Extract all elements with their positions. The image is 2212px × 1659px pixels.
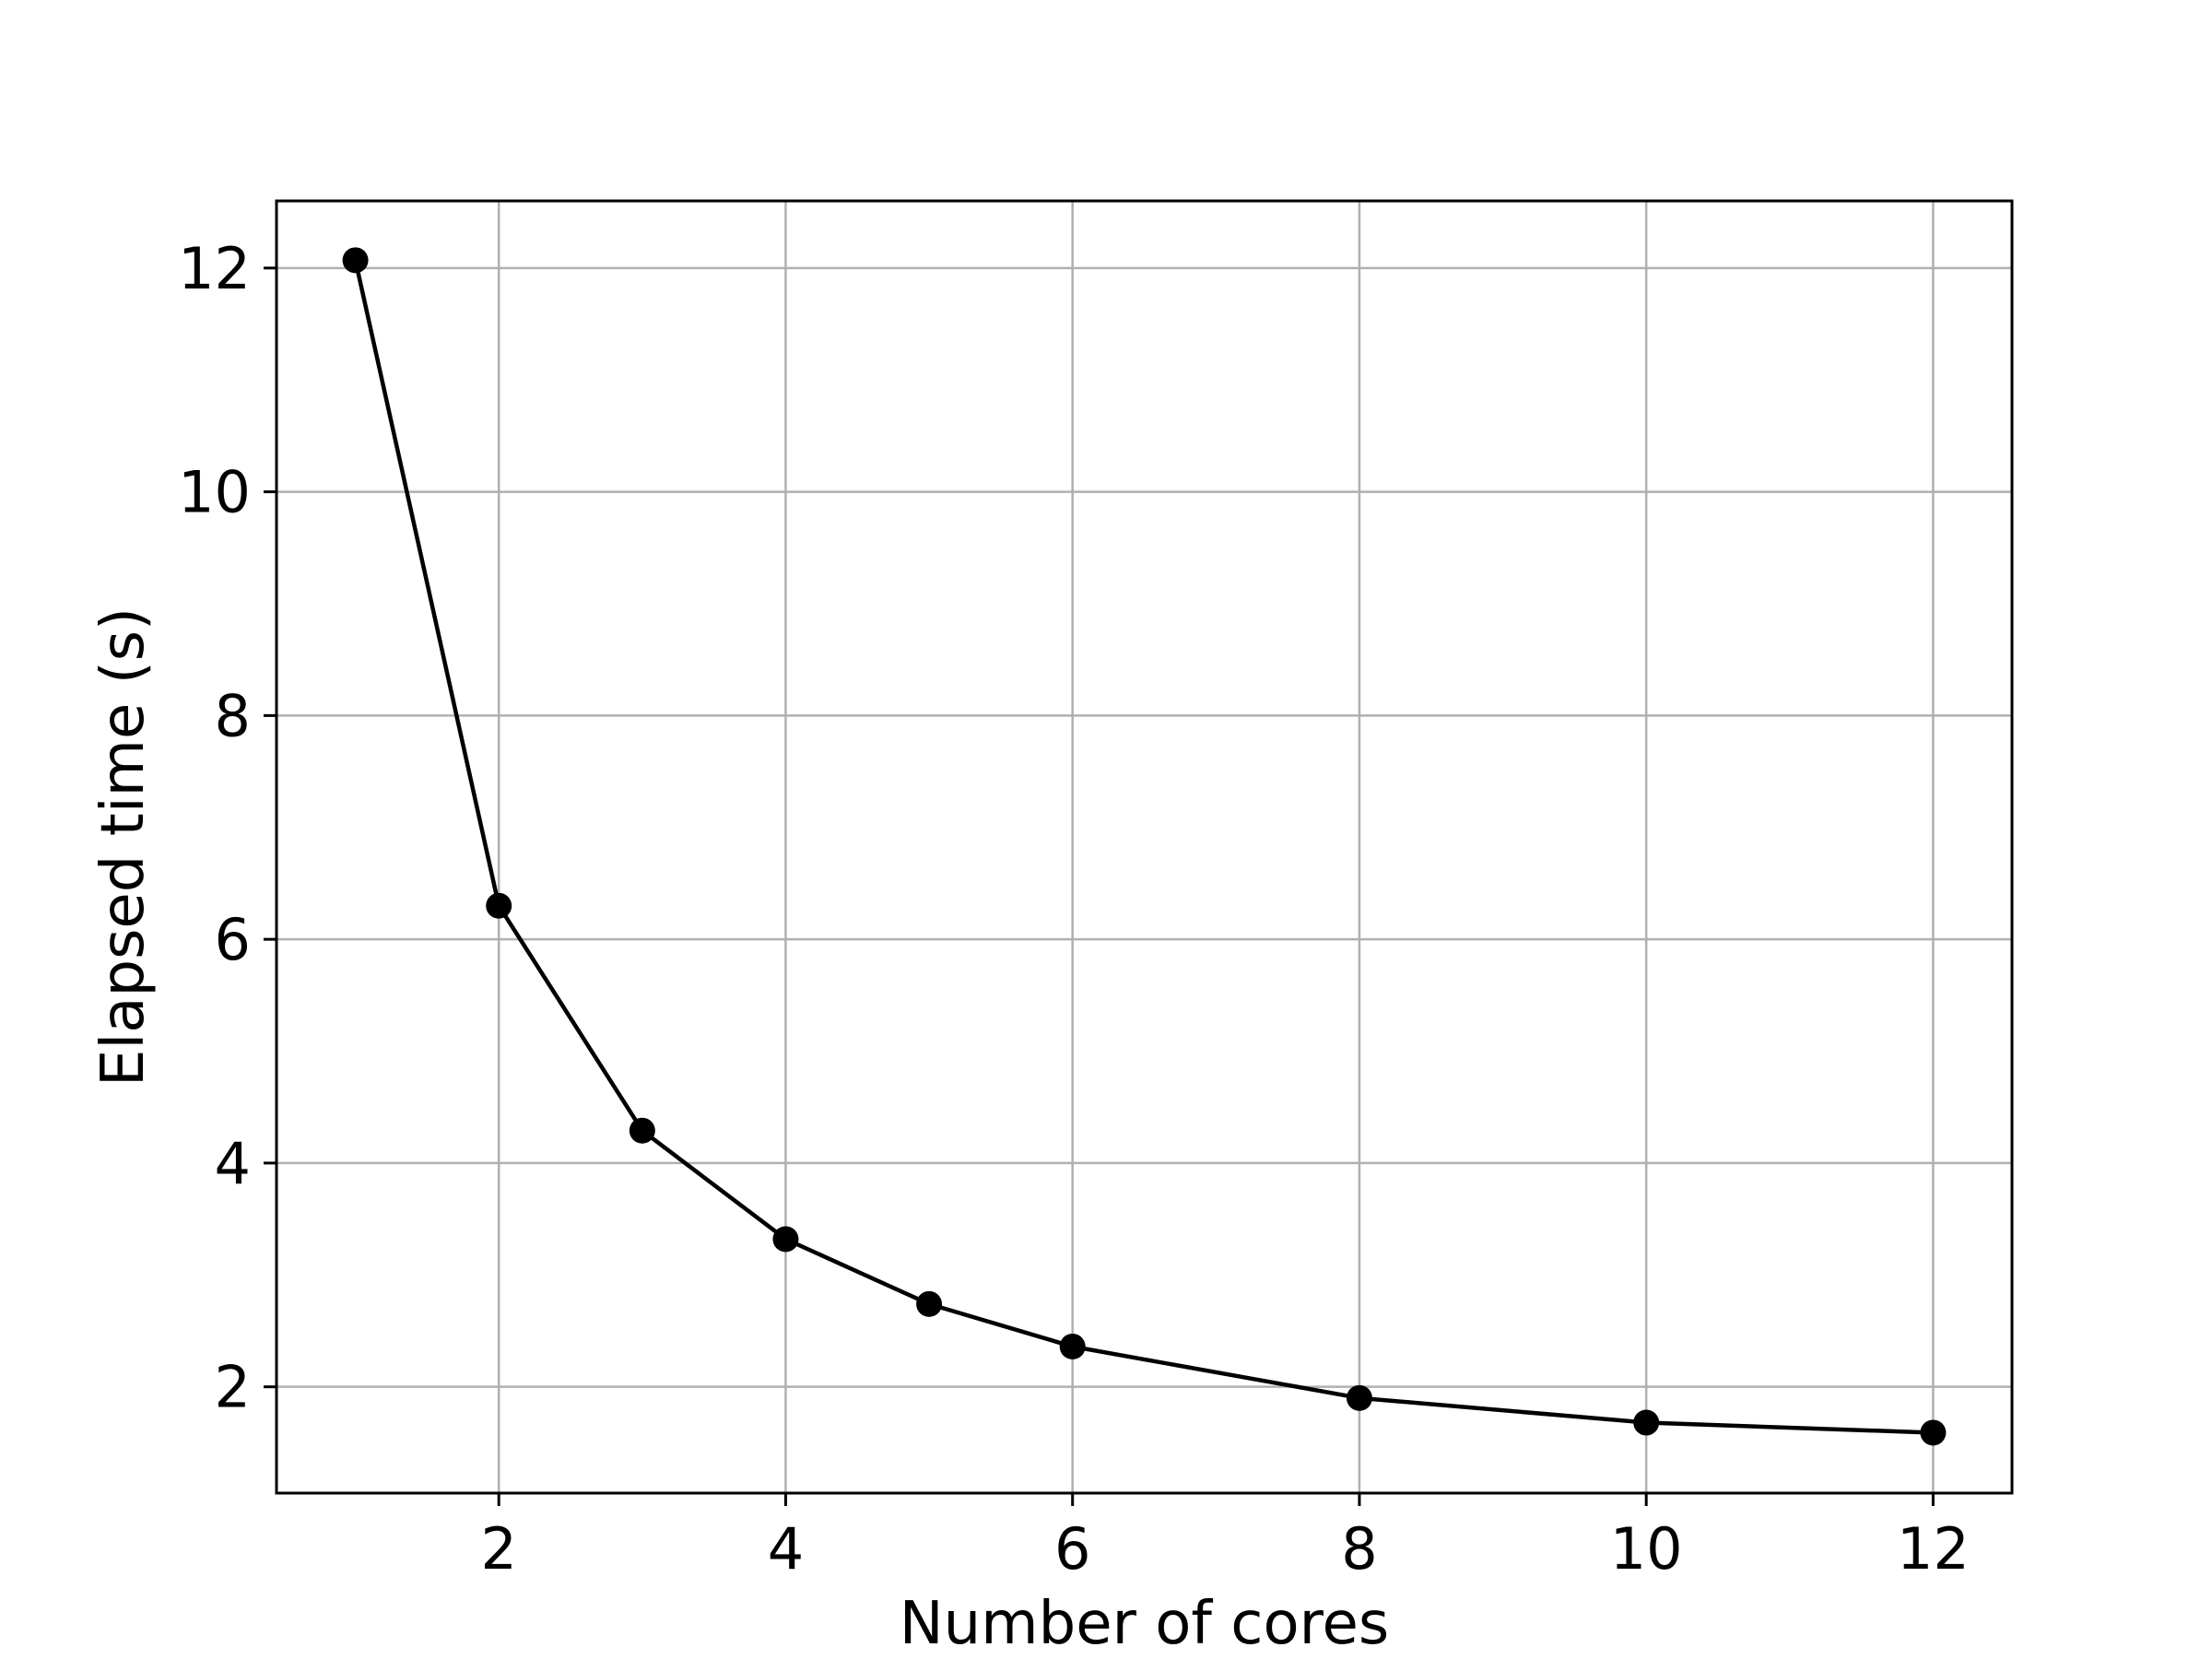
x-tick-label: 10 xyxy=(1610,1515,1683,1583)
data-point xyxy=(1920,1419,1947,1446)
y-tick-label: 12 xyxy=(178,235,251,302)
x-tick-label: 8 xyxy=(1341,1515,1377,1583)
series-line xyxy=(353,259,1934,1435)
plot-frame xyxy=(275,199,2014,1495)
grid xyxy=(276,201,2012,1493)
y-axis-label: Elapsed time (s) xyxy=(89,607,158,1087)
data-point xyxy=(342,247,369,274)
x-tick-label: 6 xyxy=(1054,1515,1090,1583)
data-point xyxy=(1059,1333,1086,1359)
ticks: 2 4 6 8 10 12 2 4 6 8 10 12 xyxy=(178,235,1970,1583)
x-axis-label: Number of cores xyxy=(900,1590,1389,1658)
data-point xyxy=(916,1290,943,1317)
data-point xyxy=(1346,1384,1372,1411)
x-tick-label: 2 xyxy=(480,1515,516,1583)
data-point xyxy=(486,892,512,919)
y-tick-label: 2 xyxy=(215,1354,251,1421)
y-tick-label: 6 xyxy=(215,906,251,973)
y-tick-label: 8 xyxy=(215,682,251,749)
data-point xyxy=(1633,1409,1660,1436)
y-tick-label: 10 xyxy=(178,459,251,526)
data-point xyxy=(629,1117,655,1144)
data-point xyxy=(772,1226,799,1253)
x-tick-label: 4 xyxy=(768,1515,804,1583)
series xyxy=(342,247,1947,1446)
y-tick-label: 4 xyxy=(215,1130,251,1197)
x-tick-label: 12 xyxy=(1897,1515,1970,1583)
